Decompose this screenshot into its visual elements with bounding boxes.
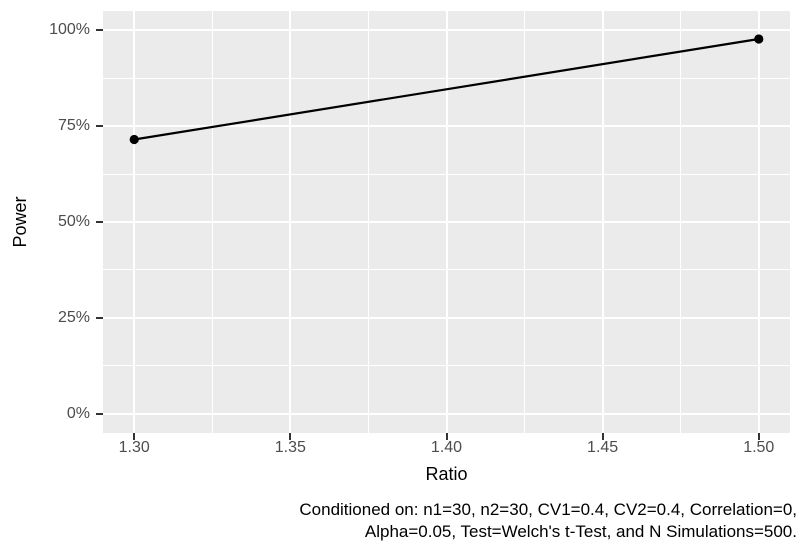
x-tick-label: 1.30 bbox=[118, 439, 150, 456]
y-tick-mark bbox=[96, 412, 103, 415]
x-tick-mark bbox=[445, 433, 448, 440]
y-tick-mark bbox=[96, 316, 103, 319]
x-tick-label: 1.50 bbox=[743, 439, 775, 456]
y-tick-mark bbox=[96, 29, 103, 32]
y-tick-label: 75% bbox=[57, 117, 90, 135]
gridline-major-x bbox=[757, 11, 760, 433]
y-tick-label: 50% bbox=[57, 213, 90, 230]
x-tick-mark bbox=[289, 433, 292, 440]
y-tick-label: 0% bbox=[66, 404, 90, 422]
x-tick-label: 1.35 bbox=[274, 439, 306, 456]
x-tick-mark bbox=[757, 433, 760, 440]
x-tick-label: 1.45 bbox=[587, 439, 619, 456]
gridline-major-x bbox=[133, 11, 136, 433]
x-tick-label: 1.40 bbox=[430, 439, 463, 456]
gridline-major-x bbox=[601, 11, 604, 433]
x-tick-mark bbox=[601, 433, 604, 440]
x-axis-title: Ratio bbox=[425, 464, 468, 484]
gridline-major-x bbox=[289, 11, 292, 433]
gridline-major-x bbox=[445, 11, 448, 433]
x-tick-mark bbox=[133, 433, 136, 440]
y-tick-mark bbox=[96, 221, 103, 223]
plot-panel bbox=[103, 11, 790, 433]
y-tick-mark bbox=[96, 125, 103, 128]
caption-line-2: Alpha=0.05, Test=Welch's t-Test, and N S… bbox=[364, 522, 797, 541]
y-tick-label: 100% bbox=[49, 21, 90, 39]
y-tick-label: 25% bbox=[57, 308, 90, 326]
plot-caption: Conditioned on: n1=30, n2=30, CV1=0.4, C… bbox=[299, 499, 797, 543]
caption-line-1: Conditioned on: n1=30, n2=30, CV1=0.4, C… bbox=[299, 500, 797, 519]
